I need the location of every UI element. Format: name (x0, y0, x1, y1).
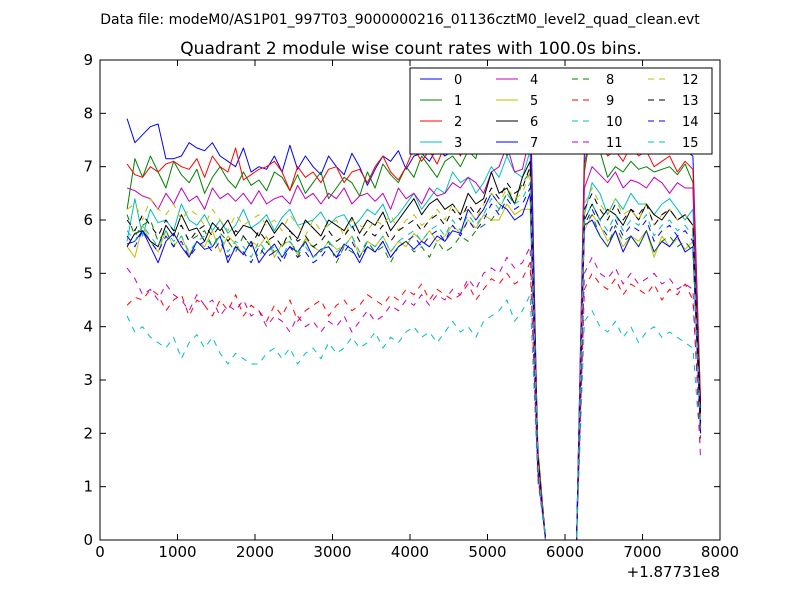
legend-box (409, 67, 713, 155)
y-tick-label: 6 (83, 211, 93, 229)
legend-label-4: 4 (530, 73, 538, 88)
series-line-3 (126, 150, 702, 540)
x-tick-label: 8000 (701, 543, 739, 561)
x-tick-label: 0 (95, 543, 105, 561)
legend-label-6: 6 (530, 115, 538, 130)
x-tick-label: 2000 (236, 543, 274, 561)
y-tick-label: 5 (83, 264, 93, 282)
series-line-14 (126, 187, 702, 540)
series-line-8 (126, 171, 702, 540)
x-axis: 0 1000 2000 3000 4000 5000 6000 7000 8000 (95, 60, 739, 561)
series-line-12 (126, 171, 702, 540)
series-line-4 (126, 134, 702, 540)
legend-label-14: 14 (682, 115, 699, 130)
series-line-10 (126, 294, 702, 540)
x-tick-label: 5000 (468, 543, 506, 561)
legend-label-13: 13 (682, 94, 699, 109)
y-tick-label: 3 (83, 371, 93, 389)
y-tick-label: 1 (83, 478, 93, 496)
legend-label-5: 5 (530, 94, 538, 109)
plot-lines (126, 80, 702, 540)
legend-label-15: 15 (682, 136, 699, 151)
series-line-6 (126, 160, 702, 540)
chart-suptitle: Data file: modeM0/AS1P01_997T03_90000002… (100, 12, 700, 28)
legend-label-0: 0 (454, 73, 462, 88)
series-line-2 (126, 123, 702, 540)
series-line-9 (126, 262, 702, 540)
y-tick-label: 2 (83, 424, 93, 442)
series-line-1 (126, 118, 702, 540)
legend-label-1: 1 (454, 94, 462, 109)
legend-label-8: 8 (606, 73, 614, 88)
legend-label-3: 3 (454, 136, 462, 151)
chart-title: Quadrant 2 module wise count rates with … (180, 39, 641, 59)
series-line-5 (126, 203, 702, 540)
series-line-7 (126, 192, 702, 540)
y-tick-label: 0 (83, 531, 93, 549)
legend-label-12: 12 (682, 73, 699, 88)
series-line-15 (126, 182, 702, 540)
x-tick-label: 1000 (158, 543, 196, 561)
y-tick-label: 9 (83, 51, 93, 69)
x-tick-label: 3000 (313, 543, 351, 561)
series-line-11 (126, 246, 702, 540)
series-line-13 (126, 166, 702, 540)
y-tick-label: 8 (83, 104, 93, 122)
x-tick-label: 6000 (546, 543, 584, 561)
legend-label-7: 7 (530, 136, 538, 151)
legend-label-2: 2 (454, 115, 462, 130)
x-tick-label: 4000 (391, 543, 429, 561)
legend-label-9: 9 (606, 94, 614, 109)
legend-label-10: 10 (606, 115, 623, 130)
y-tick-label: 7 (83, 158, 93, 176)
x-axis-offset-label: +1.87731e8 (627, 563, 720, 581)
legend-label-11: 11 (606, 136, 623, 151)
y-tick-label: 4 (83, 318, 93, 336)
x-tick-label: 7000 (623, 543, 661, 561)
